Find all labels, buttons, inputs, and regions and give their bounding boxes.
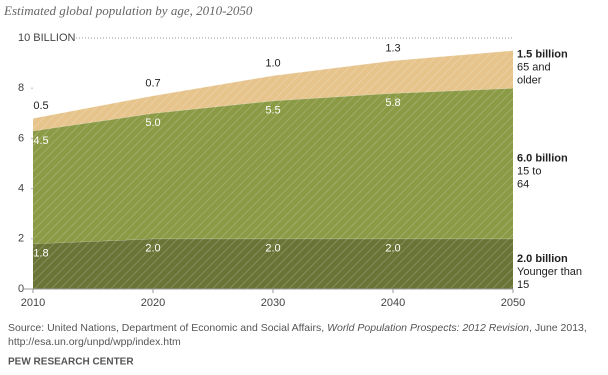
value-label: 5.5: [265, 105, 280, 117]
series-name-line: 65 and: [517, 61, 551, 73]
area-edge: [32, 50, 514, 119]
chart-title: Estimated global population by age, 2010…: [3, 3, 253, 18]
y-tick-label: 2: [18, 233, 24, 245]
area: [33, 88, 513, 244]
y-tick-label: 10 BILLION: [18, 32, 76, 44]
end-value-label: 1.5 billion: [517, 48, 568, 60]
area: [33, 50, 513, 131]
series-name-line: older: [517, 74, 542, 86]
value-label: 2.0: [145, 243, 160, 255]
series-name-line: 15: [517, 279, 529, 291]
end-value-label: 6.0 billion: [517, 152, 568, 164]
x-tick-label: 2040: [381, 297, 405, 309]
area: [33, 238, 513, 289]
y-tick-label: 0: [18, 283, 24, 295]
source-url: http://esa.un.org/unpd/wpp/index.htm: [8, 336, 181, 348]
x-tick-label: 2050: [501, 297, 525, 309]
x-tick-label: 2020: [141, 297, 165, 309]
value-label: 0.7: [145, 78, 160, 90]
y-tick-label: 4: [18, 183, 24, 195]
series-name-line: Younger than: [517, 266, 582, 278]
series-name-line: 64: [517, 178, 529, 190]
value-label: 2.0: [385, 243, 400, 255]
source: Source: United Nations, Department of Ec…: [8, 322, 587, 334]
credit: PEW RESEARCH CENTER: [8, 357, 134, 368]
value-label: 1.0: [265, 58, 280, 70]
series-name-line: 15 to: [517, 165, 541, 177]
series-name: Younger than 15: [517, 266, 582, 291]
x-tick-label: 2030: [261, 297, 285, 309]
y-tick-label: 8: [18, 82, 24, 94]
value-label: 0.5: [33, 100, 48, 112]
value-label: 2.0: [265, 243, 280, 255]
series-name: 15 to 64: [517, 165, 541, 190]
value-label: 5.0: [145, 117, 160, 129]
end-value-label: 2.0 billion: [517, 253, 568, 265]
value-label: 1.3: [385, 42, 400, 54]
value-label: 4.5: [33, 135, 48, 147]
x-tick-label: 2010: [21, 297, 45, 309]
value-label: 5.8: [385, 97, 400, 109]
value-label: 1.8: [33, 248, 48, 260]
series-name: 65 and older: [517, 61, 551, 86]
y-tick-label: 6: [18, 132, 24, 144]
